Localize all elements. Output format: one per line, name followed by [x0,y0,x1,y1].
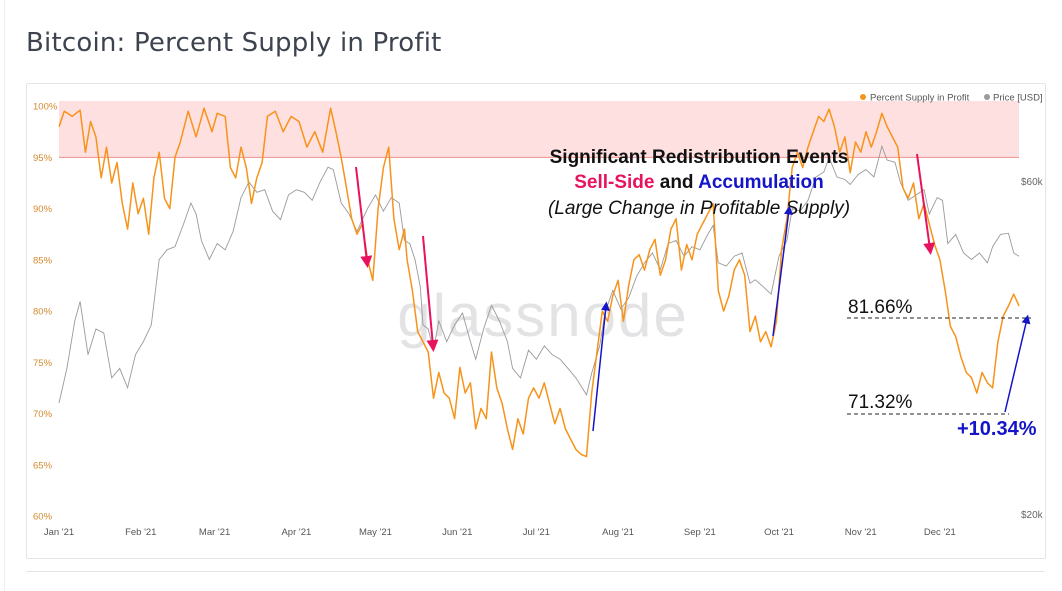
x-tick-label: May '21 [359,527,392,538]
label-low: 71.32% [848,392,913,413]
series-line-price [58,144,1020,404]
watermark: glassnode [397,282,689,349]
arrow-sell-november [916,153,936,255]
annotation-heading: Significant Redistribution Events [550,147,849,168]
y-tick-label: 95% [33,153,53,164]
y-tick-label: 70% [33,409,53,420]
annotation-accumulation: Accumulation [698,172,824,193]
arrow-sell-may [422,235,439,352]
legend-label-price: Price [USD] [993,93,1043,104]
label-high: 81.66% [848,297,913,318]
x-tick-label: Oct '21 [764,527,794,538]
x-tick-label: Apr '21 [281,527,311,538]
x-tick-label: Sep '21 [684,527,716,538]
arrow-accum-july [592,301,611,432]
x-axis: Jan '21 Feb '21 Mar '21 Apr '21 May '21 Jun '… [44,527,956,538]
y-right-tick-60k: $60k [1021,177,1044,188]
legend-label-supply: Percent Supply in Profit [870,93,970,104]
y-tick-label: 100% [33,102,58,113]
label-change: +10.34% [957,418,1037,440]
y-axis-left: 100% 95% 90% 85% 80% 75% 70% 65% 60% [33,102,58,523]
arrow-accum-september [772,205,793,337]
footer-panel [26,571,1044,586]
y-tick-label: 75% [33,358,53,369]
x-tick-label: Dec '21 [924,527,956,538]
chart-card: glassnode Percent Supply in Profit Price… [26,83,1046,559]
page-title: Bitcoin: Percent Supply in Profit [26,28,442,58]
x-tick-label: Nov '21 [845,527,877,538]
legend-dot-supply [860,94,866,100]
legend: Percent Supply in Profit Price [USD] [860,93,1043,104]
x-tick-label: Jan '21 [44,527,74,538]
annotation-sell-side: Sell-Side [574,172,654,193]
x-tick-label: Aug '21 [602,527,634,538]
annotation-subtitle: (Large Change in Profitable Supply) [548,198,850,219]
chart-svg: glassnode Percent Supply in Profit Price… [33,93,1044,539]
x-tick-label: Jun '21 [442,527,472,538]
y-tick-label: 80% [33,307,53,318]
y-right-tick-20k: $20k [1021,510,1044,521]
y-tick-label: 90% [33,204,53,215]
legend-dot-price [984,94,990,100]
y-tick-label: 60% [33,512,53,523]
annotation-and: and [654,172,698,193]
arrow-sell-april [355,166,373,268]
annotation-events-line: Sell-Side and Accumulation [574,172,824,193]
x-tick-label: Jul '21 [523,527,550,538]
series-line-supply [58,107,1020,458]
window-edge [4,0,5,591]
arrow-accum-december [1004,314,1031,413]
y-tick-label: 85% [33,255,53,266]
y-tick-label: 65% [33,460,53,471]
x-tick-label: Mar '21 [199,527,230,538]
x-tick-label: Feb '21 [125,527,156,538]
